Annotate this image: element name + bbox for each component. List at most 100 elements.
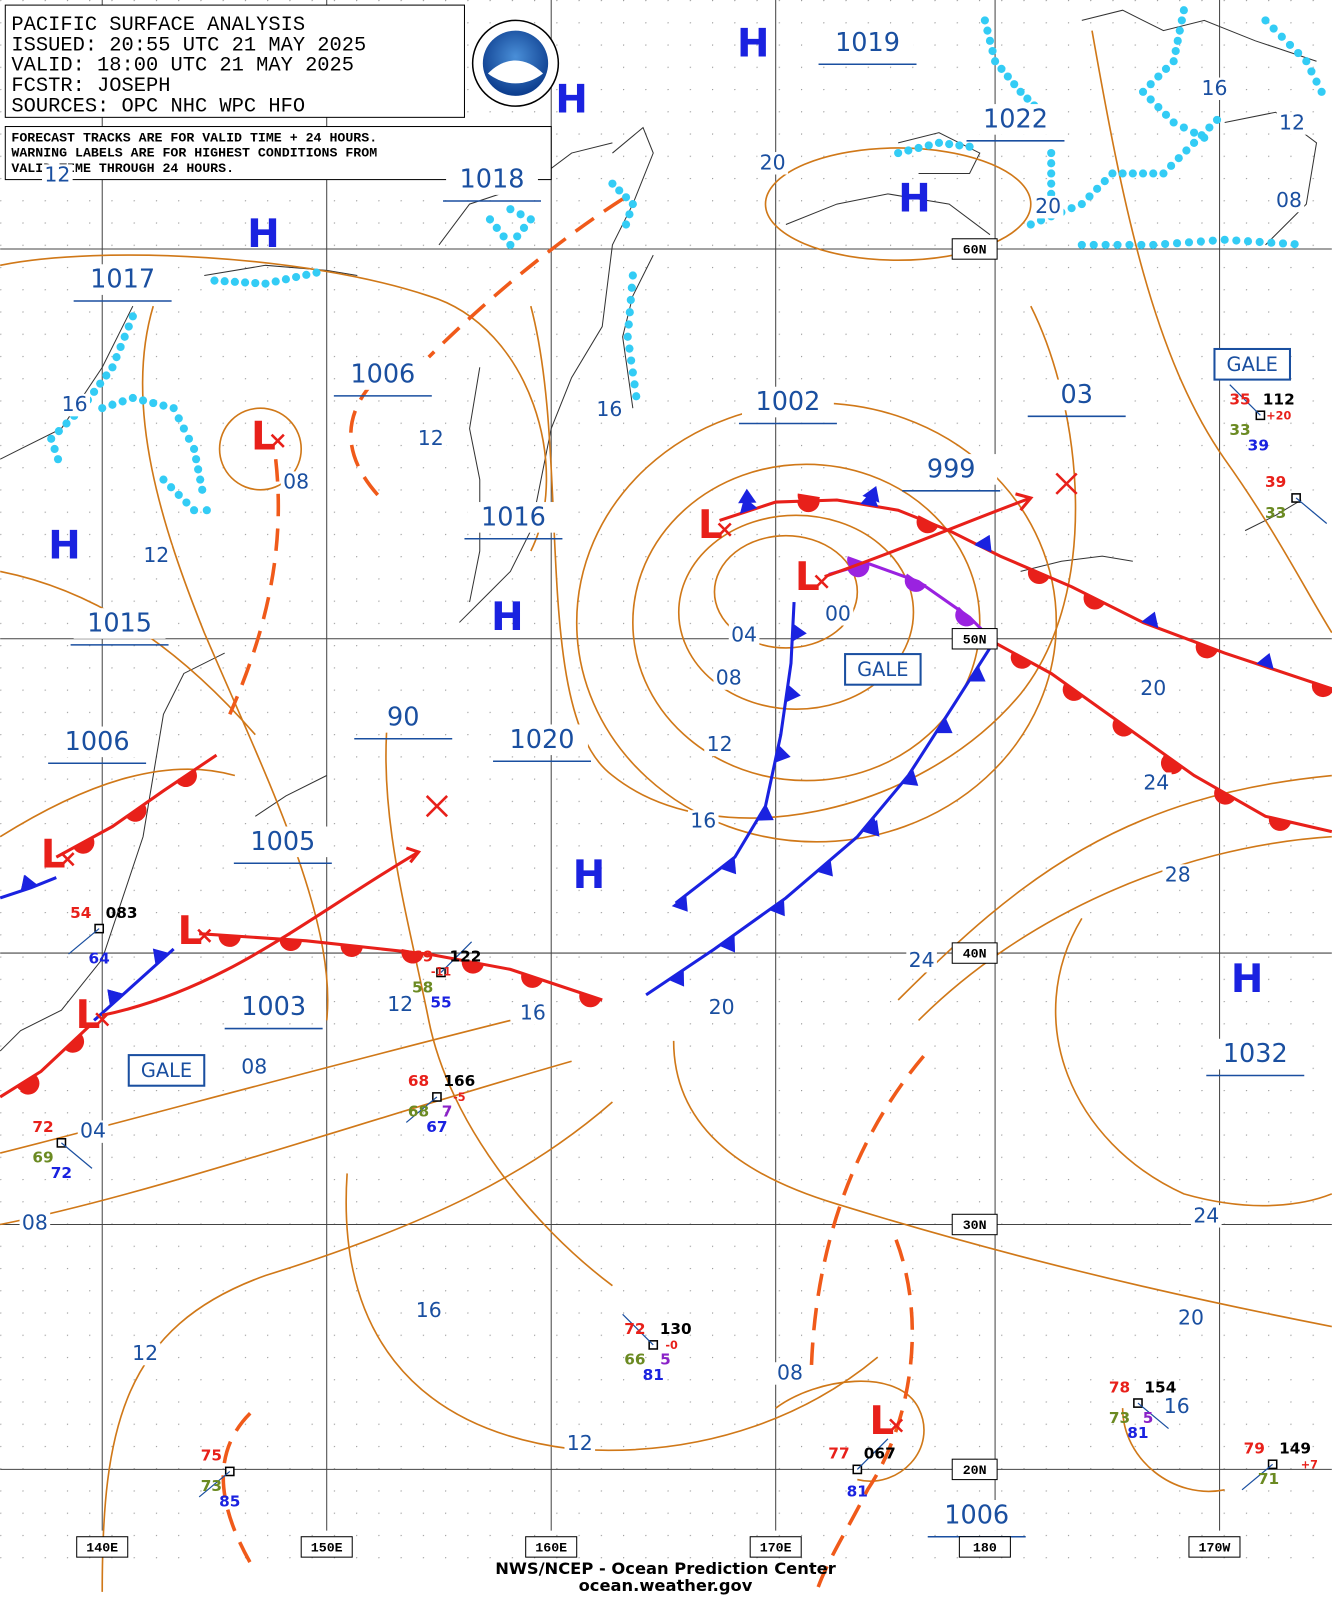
ice-dot	[1161, 239, 1170, 249]
label-bg	[1137, 677, 1169, 700]
center-pressure: 1032	[1223, 1039, 1288, 1069]
lon-box	[525, 1536, 578, 1558]
wind-barb	[405, 1096, 438, 1123]
ice-dot	[894, 148, 903, 158]
low-center: L	[178, 909, 203, 954]
front-triangle	[774, 744, 791, 763]
ice-dot	[281, 275, 290, 284]
ice-dot	[1175, 26, 1184, 35]
label-bg	[564, 1432, 596, 1456]
station-obs: 69	[32, 1149, 53, 1167]
station-obs: 54	[70, 904, 91, 922]
front-triangle	[863, 819, 880, 837]
ice-dot	[169, 404, 178, 413]
high-center: H	[48, 523, 80, 568]
ice-dot	[1154, 72, 1163, 81]
isobar-label: 12	[418, 426, 444, 450]
low-x	[814, 574, 829, 589]
station-plot: 78 154 73 581	[1109, 1378, 1176, 1442]
isobar-label: 20	[1178, 1305, 1204, 1329]
isobar-label: 16	[1164, 1394, 1190, 1418]
ice-dot	[1108, 169, 1117, 178]
label-bg	[930, 1500, 1023, 1531]
ice-dot	[1125, 240, 1134, 249]
noaa-logo	[471, 19, 560, 107]
ice-dot	[112, 353, 121, 362]
center-pressure: 90	[387, 702, 419, 732]
ice-dot	[1172, 239, 1182, 248]
wind-barb	[198, 1470, 231, 1498]
station-plot: 39 33	[1265, 473, 1328, 524]
station-obs: 68	[408, 1103, 429, 1121]
ice-dot	[997, 64, 1006, 73]
station-obs: 71	[1258, 1470, 1279, 1488]
ice-dot	[1085, 192, 1094, 201]
isobar-label: 08	[283, 470, 309, 494]
isobar-label: 08	[1276, 188, 1302, 212]
isobar-label: 20	[709, 995, 735, 1019]
ice-dot	[128, 393, 137, 403]
center-pressure: 1022	[983, 104, 1048, 134]
label-bg	[517, 1002, 549, 1025]
low-x	[197, 928, 212, 943]
ice-dot	[1159, 169, 1168, 178]
station-obs: +20	[1266, 409, 1291, 422]
ice-dot	[1184, 238, 1194, 247]
station-obs: 72	[51, 1164, 72, 1182]
high-center: H	[491, 595, 523, 640]
ice-dot	[312, 268, 321, 277]
label-bg	[1030, 379, 1123, 411]
center-pressure: 03	[1060, 380, 1092, 410]
latitude-label: 40N	[963, 947, 987, 962]
ice-dot	[118, 397, 127, 406]
ice-dot	[955, 141, 964, 150]
isobar-label: 08	[22, 1210, 48, 1234]
warning-label: GALE	[1227, 353, 1278, 376]
ice-dot	[179, 424, 188, 433]
isobar-label: 12	[567, 1431, 593, 1455]
ice-dot	[632, 392, 641, 401]
ice-dot	[1307, 67, 1316, 76]
header-box	[4, 4, 465, 118]
ice-dot	[182, 498, 191, 507]
isobar-label: 20	[760, 150, 786, 174]
station-obs: 35	[1229, 391, 1250, 409]
station-obs: -0	[665, 1339, 678, 1352]
ice-dot	[1208, 236, 1217, 245]
front-triangle	[738, 488, 757, 504]
front-triangle	[20, 875, 38, 892]
ice-dot	[1067, 204, 1076, 213]
low-center: L	[795, 555, 820, 600]
station-obs: 81	[847, 1482, 868, 1500]
lon-box	[1188, 1536, 1241, 1558]
lat-box	[951, 1213, 998, 1236]
ice-dot	[621, 193, 631, 202]
label-bg	[905, 454, 998, 485]
ice-dot	[1312, 77, 1321, 86]
low-center: L	[869, 1399, 894, 1444]
ice-dot	[1023, 94, 1032, 103]
front-semicircle	[1268, 817, 1292, 831]
ice-dot	[628, 271, 637, 280]
front-triangle	[792, 623, 807, 642]
ice-dot	[1010, 80, 1019, 89]
ice-dot	[1189, 128, 1199, 137]
front-semicircle	[955, 606, 975, 626]
front-semicircle	[797, 493, 820, 507]
station-obs: 33	[1265, 504, 1286, 522]
wind-barb	[622, 1313, 654, 1346]
ice-dot	[1047, 169, 1056, 178]
low-x	[95, 1012, 110, 1027]
ice-dot	[625, 210, 634, 219]
ice-dot	[1285, 40, 1295, 49]
front-semicircle	[1160, 757, 1182, 775]
station-obs: 73	[1109, 1409, 1130, 1427]
low-x	[889, 1418, 904, 1433]
ice-dot	[184, 434, 194, 443]
ice-dot	[1146, 80, 1155, 89]
label-bg	[821, 27, 914, 59]
longitude-label: 170W	[1199, 1540, 1231, 1555]
ice-dot	[116, 342, 125, 352]
ice-dot	[985, 36, 995, 45]
